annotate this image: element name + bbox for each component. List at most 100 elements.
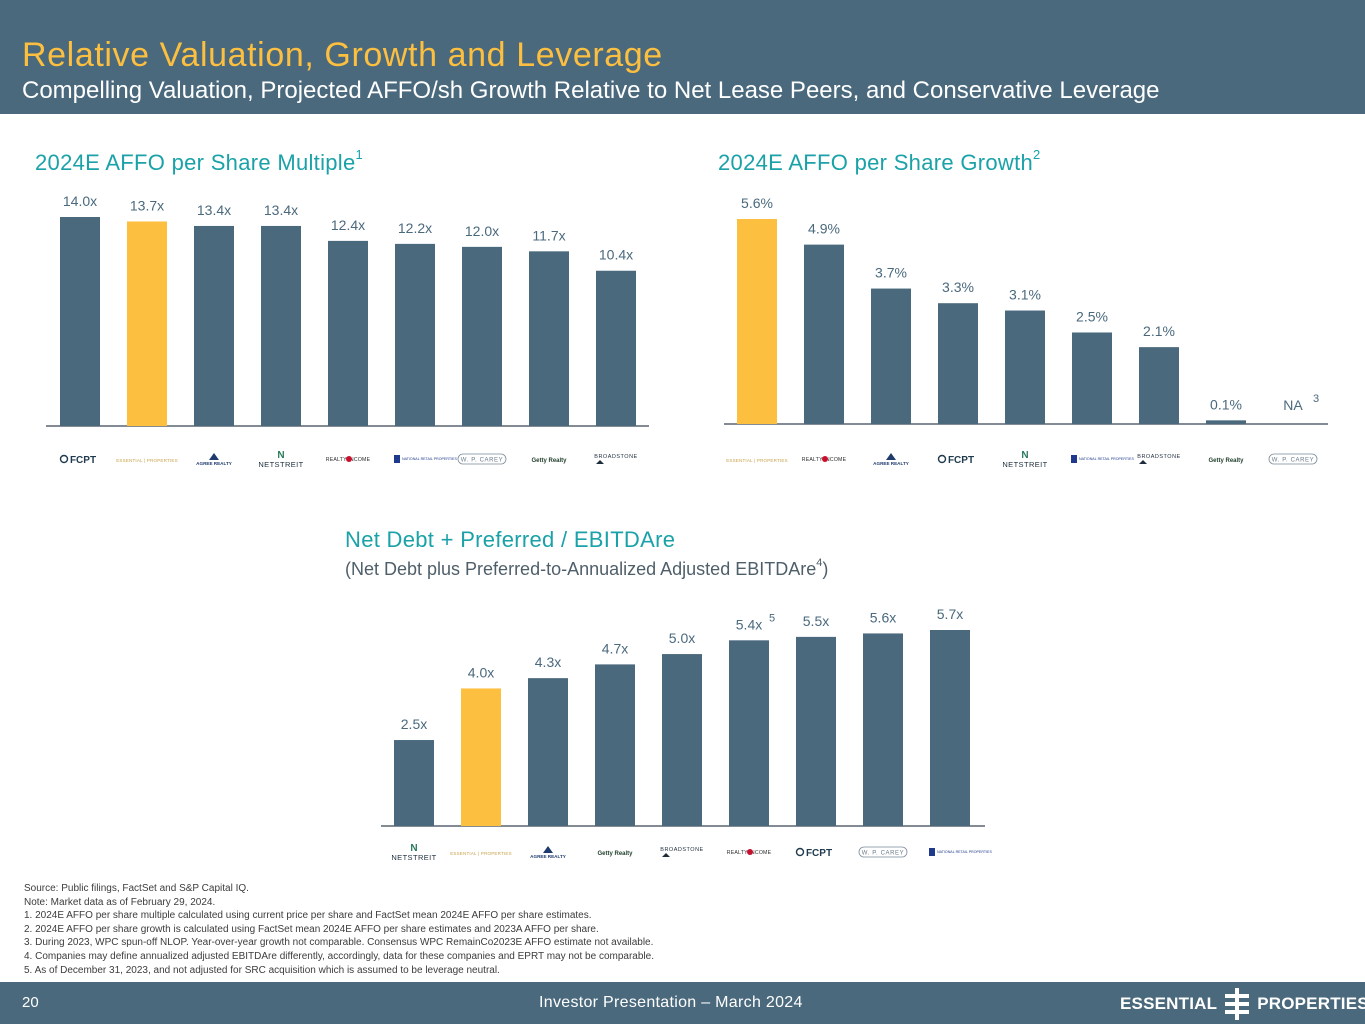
data-label: 4.7x <box>602 640 628 656</box>
bar <box>1139 347 1179 424</box>
bar <box>395 243 435 426</box>
bar <box>863 633 903 826</box>
data-label: 10.4x <box>599 247 633 263</box>
logo-getty: Getty Realty <box>531 458 567 464</box>
leverage-chart-title: Net Debt + Preferred / EBITDAre <box>345 527 676 552</box>
data-label-footnote: 3 <box>1313 393 1319 405</box>
logo-getty: Getty Realty <box>597 851 633 857</box>
data-label: 3.7% <box>875 265 907 281</box>
logo-text: NETSTREIT <box>258 460 303 469</box>
logo-getty: Getty Realty <box>1208 458 1244 464</box>
growth-chart-title: 2024E AFFO per Share Growth2 <box>718 147 1041 176</box>
page-subtitle: Compelling Valuation, Projected AFFO/sh … <box>22 77 1160 104</box>
logo-agree: AGREE REALTY <box>196 453 232 466</box>
realty-income-mark-icon <box>346 456 352 462</box>
data-label: 5.6% <box>741 195 773 211</box>
logo-nnn: NATIONAL RETAIL PROPERTIES <box>929 848 992 856</box>
data-label: 5.0x <box>669 630 695 646</box>
data-label: 13.4x <box>197 202 231 218</box>
data-label: 11.7x <box>532 227 565 243</box>
logo-essential: ESSENTIAL | PROPERTIES <box>726 458 787 463</box>
bar <box>1206 420 1246 424</box>
leverage-subtitle-footnote: 4 <box>816 557 823 569</box>
data-label: 2.5% <box>1076 308 1108 324</box>
data-label-footnote: 5 <box>769 612 775 624</box>
agree-mark-icon <box>209 453 219 460</box>
fcpt-mark-icon <box>937 454 947 464</box>
note-line: Source: Public filings, FactSet and S&P … <box>24 883 249 894</box>
logo-realty-income: REALTY INCOME <box>727 849 771 856</box>
bar <box>662 654 702 826</box>
logo-text: BROADSTONE <box>660 847 703 853</box>
essential-properties-logo: ESSENTIAL PROPERTIES <box>1120 988 1365 1020</box>
leverage-subtitle-post: ) <box>822 559 829 579</box>
bar <box>394 740 434 826</box>
logo-text: BROADSTONE <box>1137 454 1180 460</box>
logo-text: NATIONAL RETAIL PROPERTIES <box>1079 457 1134 461</box>
logo-essential: ESSENTIAL | PROPERTIES <box>450 851 511 856</box>
data-label: 3.3% <box>942 279 974 295</box>
bar <box>462 246 502 426</box>
page-title: Relative Valuation, Growth and Leverage <box>22 36 663 74</box>
fcpt-mark-icon <box>795 847 805 857</box>
logo-text: FCPT <box>70 455 96 466</box>
bar <box>528 678 568 826</box>
logo-broadstone: BROADSTONE <box>594 454 637 464</box>
logo-realty-income: REALTY INCOME <box>326 456 370 463</box>
data-label: 12.2x <box>398 220 432 236</box>
logo-text: FCPT <box>806 848 832 859</box>
bar <box>796 636 836 826</box>
logo-essential: ESSENTIAL | PROPERTIES <box>116 458 178 463</box>
netstreit-mark-icon: N <box>1021 450 1028 461</box>
agree-mark-icon <box>543 846 553 853</box>
brand-mark-icon <box>1225 988 1250 1020</box>
logo-wpc: W. P. CAREY <box>1268 453 1318 465</box>
logo-fcpt: FCPT <box>937 454 974 466</box>
realty-income-mark-icon <box>822 456 828 462</box>
logo-text: Getty Realty <box>1208 458 1244 464</box>
multiple-bar-chart: 14.0x 13.7x 13.4x 13.4x 12.4x 12.2x 12.0x 11.7x… <box>46 193 649 469</box>
logo-text: W. P. CAREY <box>862 851 905 857</box>
bar <box>737 219 777 424</box>
logo-broadstone: BROADSTONE <box>1137 454 1180 464</box>
logo-text: NATIONAL RETAIL PROPERTIES <box>937 850 992 854</box>
netstreit-mark-icon: N <box>410 843 417 854</box>
logo-text: Getty Realty <box>597 851 633 857</box>
wpc-frame-icon <box>858 846 908 858</box>
logo-realty-income: REALTY INCOME <box>802 456 846 463</box>
data-label: 12.4x <box>331 217 365 233</box>
bar <box>804 244 844 424</box>
logo-agree: AGREE REALTY <box>873 453 909 466</box>
logo-text: NETSTREIT <box>1002 460 1047 469</box>
note-line: 2. 2024E AFFO per share growth is calcul… <box>24 923 599 935</box>
logo-wpc: W. P. CAREY <box>457 453 507 465</box>
bar <box>1005 310 1045 424</box>
data-label: 14.0x <box>63 193 97 209</box>
data-label: 2.1% <box>1143 323 1175 339</box>
bar <box>729 640 769 826</box>
data-label: 13.4x <box>264 202 298 218</box>
logo-fcpt: FCPT <box>795 847 832 859</box>
growth-chart-title-text: 2024E AFFO per Share Growth <box>718 150 1034 175</box>
bar <box>127 221 167 426</box>
data-label: 2.5x <box>401 716 427 732</box>
bar <box>194 225 234 426</box>
footnotes: Source: Public filings, FactSet and S&P … <box>24 882 654 977</box>
logo-text: AGREE REALTY <box>196 461 232 466</box>
data-label: 0.1% <box>1210 396 1242 412</box>
multiple-chart-title: 2024E AFFO per Share Multiple1 <box>35 147 363 176</box>
logo-text: BROADSTONE <box>594 454 637 460</box>
brand-right-text: PROPERTIES <box>1257 994 1365 1013</box>
bar <box>871 288 911 424</box>
logo-text: ESSENTIAL | PROPERTIES <box>116 458 178 463</box>
bar <box>328 240 368 426</box>
bar <box>596 270 636 426</box>
bar <box>60 217 100 426</box>
broadstone-mark-icon <box>1139 460 1147 464</box>
presentation-label: Investor Presentation – March 2024 <box>539 994 803 1011</box>
fcpt-mark-icon <box>59 454 69 464</box>
data-label: 4.3x <box>535 654 561 670</box>
logo-nnn: NATIONAL RETAIL PROPERTIES <box>1071 455 1134 463</box>
